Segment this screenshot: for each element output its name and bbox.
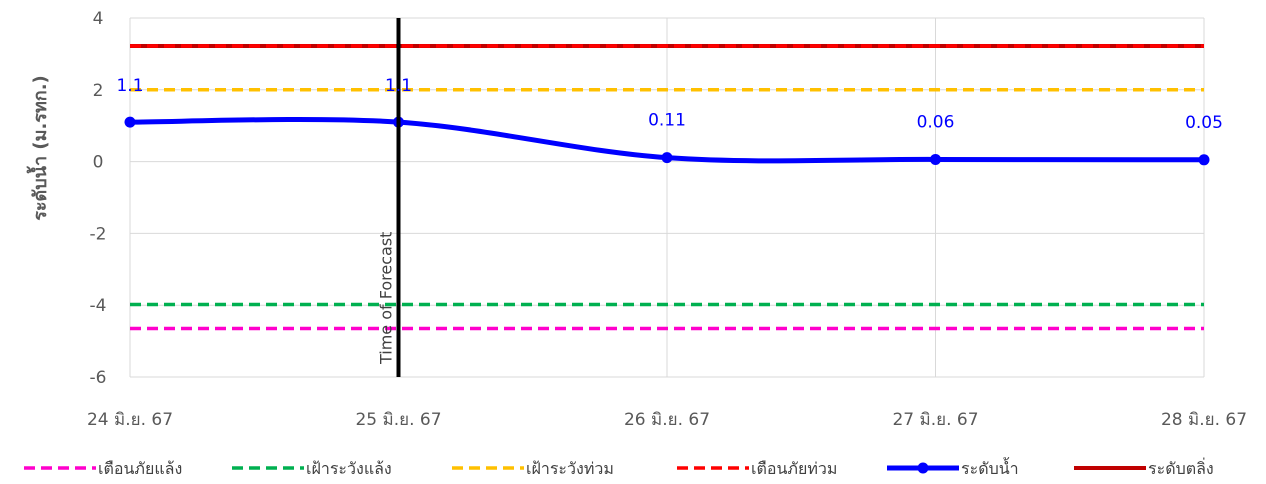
legend-item: เตือนภัยท่วม <box>677 459 837 478</box>
legend-item: ระดับน้ำ <box>887 457 1019 478</box>
forecast-label: Time of Forecast <box>377 232 396 365</box>
legend-item: เฝ้าระวังท่วม <box>452 459 614 478</box>
data-point <box>1198 154 1210 166</box>
legend-label: เตือนภัยแล้ง <box>98 459 182 478</box>
y-tick-label: -4 <box>90 296 107 316</box>
legend-marker <box>917 462 929 474</box>
legend-label: ระดับน้ำ <box>961 457 1019 478</box>
gridlines <box>129 17 1205 378</box>
x-tick-label: 26 มิ.ย. 67 <box>624 410 710 430</box>
legend-item: เตือนภัยแล้ง <box>24 459 182 478</box>
y-tick-label: 4 <box>93 9 104 29</box>
x-tick-label: 27 มิ.ย. 67 <box>892 410 978 430</box>
data-label: 1.1 <box>116 76 143 96</box>
data-label: 0.11 <box>648 111 686 131</box>
y-tick-label: -2 <box>90 224 107 244</box>
data-label: 0.06 <box>917 112 955 132</box>
legend-item: ระดับตลิ่ง <box>1074 457 1214 478</box>
legend-label: เฝ้าระวังท่วม <box>526 459 614 478</box>
y-tick-label: 2 <box>93 81 104 101</box>
x-tick-label: 24 มิ.ย. 67 <box>87 410 173 430</box>
y-tick-label: 0 <box>93 153 104 173</box>
legend-label: เตือนภัยท่วม <box>751 459 837 478</box>
legend-label: ระดับตลิ่ง <box>1148 457 1214 478</box>
forecast-marker: Time of Forecast <box>377 18 401 377</box>
x-tick-label: 25 มิ.ย. 67 <box>355 410 441 430</box>
legend: เตือนภัยแล้ง เฝ้าระวังแล้ง เฝ้าระวังท่วม เต… <box>24 457 1214 478</box>
data-label: 0.05 <box>1185 113 1223 133</box>
legend-label: เฝ้าระวังแล้ง <box>306 459 392 478</box>
data-point <box>124 116 136 128</box>
data-label: 1.1 <box>385 76 412 96</box>
series-lines <box>124 44 1210 331</box>
data-point <box>661 152 673 164</box>
y-axis-ticks: 4 2 0 -2 -4 -6 <box>90 9 107 388</box>
y-axis-label: ระดับน้ำ (ม.รทก.) <box>26 75 51 221</box>
y-tick-label: -6 <box>90 368 107 388</box>
x-axis-ticks: 24 มิ.ย. 67 25 มิ.ย. 67 26 มิ.ย. 67 27 มิ.ย… <box>87 410 1247 430</box>
x-tick-label: 28 มิ.ย. 67 <box>1161 410 1247 430</box>
legend-item: เฝ้าระวังแล้ง <box>232 459 392 478</box>
data-labels: 1.1 1.1 0.11 0.06 0.05 <box>116 76 1222 133</box>
data-point <box>930 153 941 165</box>
